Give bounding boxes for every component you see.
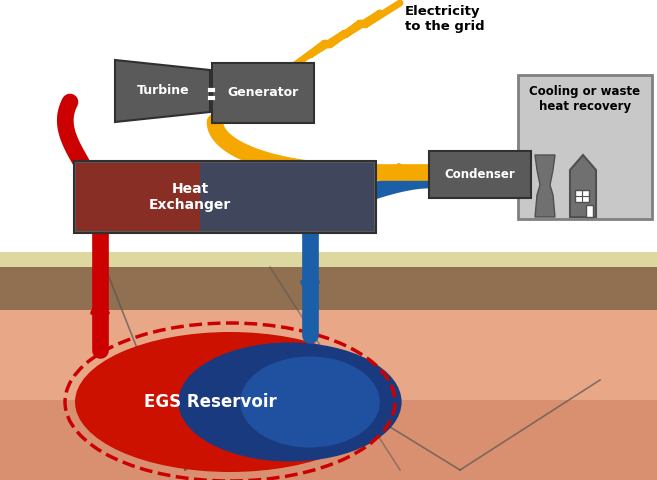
FancyBboxPatch shape [586, 205, 593, 217]
Ellipse shape [179, 343, 401, 461]
Polygon shape [0, 252, 657, 267]
Text: Turbine: Turbine [137, 84, 189, 96]
Polygon shape [76, 163, 200, 231]
Text: Electricity
to the grid: Electricity to the grid [405, 5, 485, 33]
FancyBboxPatch shape [212, 63, 314, 123]
Text: Heat
Exchanger: Heat Exchanger [149, 182, 231, 212]
Text: EGS Reservoir: EGS Reservoir [144, 393, 277, 411]
Text: Generator: Generator [227, 86, 299, 99]
FancyBboxPatch shape [74, 161, 376, 233]
FancyBboxPatch shape [429, 151, 531, 198]
FancyBboxPatch shape [518, 75, 652, 219]
Ellipse shape [240, 357, 380, 447]
FancyBboxPatch shape [575, 190, 589, 202]
Polygon shape [115, 60, 210, 122]
Text: Cooling or waste
heat recovery: Cooling or waste heat recovery [530, 85, 641, 113]
Ellipse shape [75, 332, 385, 472]
Polygon shape [535, 155, 555, 217]
Polygon shape [0, 400, 657, 480]
Polygon shape [200, 163, 374, 231]
Polygon shape [0, 265, 657, 310]
Text: Condenser: Condenser [445, 168, 515, 181]
Polygon shape [0, 305, 657, 480]
Polygon shape [570, 155, 596, 217]
